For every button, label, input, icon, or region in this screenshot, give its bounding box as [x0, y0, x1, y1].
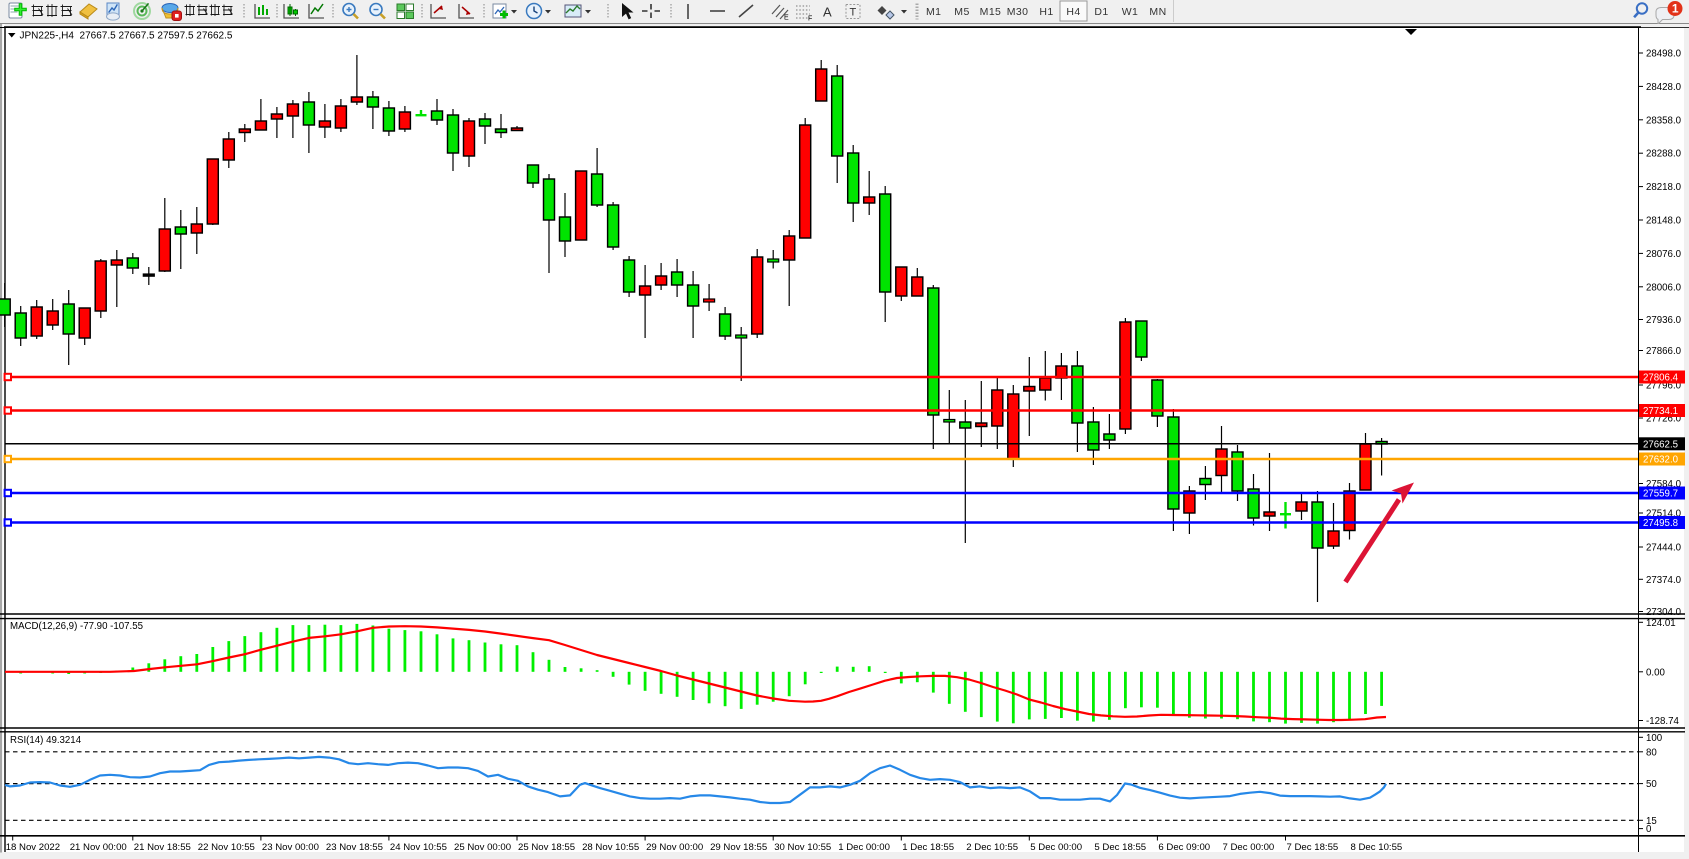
svg-text:27559.7: 27559.7 [1643, 489, 1678, 500]
svg-text:27866.0: 27866.0 [1646, 346, 1682, 357]
svg-text:23 Nov 00:00: 23 Nov 00:00 [262, 842, 319, 853]
svg-text:W1: W1 [1122, 6, 1139, 18]
svg-text:5 Dec 00:00: 5 Dec 00:00 [1030, 842, 1082, 853]
svg-text:RSI(14) 49.3214: RSI(14) 49.3214 [10, 735, 82, 746]
svg-text:27444.0: 27444.0 [1646, 543, 1682, 554]
svg-text:27495.8: 27495.8 [1643, 518, 1678, 529]
svg-text:0.00: 0.00 [1646, 667, 1665, 678]
svg-text:27632.0: 27632.0 [1643, 455, 1679, 466]
svg-text:30 Nov 10:55: 30 Nov 10:55 [774, 842, 831, 853]
svg-text:27726.0: 27726.0 [1646, 414, 1682, 425]
svg-text:8 Dec 10:55: 8 Dec 10:55 [1351, 842, 1403, 853]
svg-text:2 Dec 10:55: 2 Dec 10:55 [966, 842, 1018, 853]
svg-text:28288.0: 28288.0 [1646, 149, 1682, 160]
svg-text:0: 0 [1646, 824, 1652, 835]
svg-text:28 Nov 10:55: 28 Nov 10:55 [582, 842, 639, 853]
svg-text:H1: H1 [1039, 6, 1053, 18]
svg-text:27936.0: 27936.0 [1646, 315, 1682, 326]
svg-text:H4: H4 [1066, 6, 1080, 18]
svg-text:23 Nov 18:55: 23 Nov 18:55 [326, 842, 383, 853]
svg-text:25 Nov 18:55: 25 Nov 18:55 [518, 842, 575, 853]
svg-text:F: F [808, 16, 812, 23]
svg-text:18 Nov 2022: 18 Nov 2022 [6, 842, 60, 853]
svg-text:27584.0: 27584.0 [1646, 479, 1682, 490]
svg-text:28218.0: 28218.0 [1646, 182, 1682, 193]
svg-text:6 Dec 09:00: 6 Dec 09:00 [1158, 842, 1210, 853]
svg-text:A: A [823, 5, 832, 20]
svg-text:M5: M5 [954, 6, 969, 18]
svg-text:27662.5: 27662.5 [1643, 439, 1678, 450]
svg-text:50: 50 [1646, 779, 1657, 790]
svg-text:22 Nov 10:55: 22 Nov 10:55 [198, 842, 255, 853]
svg-text:MACD(12,26,9) -77.90 -107.55: MACD(12,26,9) -77.90 -107.55 [10, 621, 143, 632]
svg-text:MN: MN [1149, 6, 1166, 18]
svg-text:28358.0: 28358.0 [1646, 115, 1682, 126]
svg-text:15: 15 [1646, 816, 1657, 827]
svg-text:7 Dec 18:55: 7 Dec 18:55 [1287, 842, 1339, 853]
svg-text:28076.0: 28076.0 [1646, 249, 1682, 260]
svg-text:124.01: 124.01 [1646, 618, 1676, 629]
svg-text:JPN225-,H4 27667.5 27667.5 27: JPN225-,H4 27667.5 27667.5 27597.5 27662… [20, 31, 233, 42]
svg-text:28148.0: 28148.0 [1646, 216, 1682, 227]
svg-text:27796.0: 27796.0 [1646, 381, 1682, 392]
svg-text:27806.4: 27806.4 [1643, 373, 1679, 384]
svg-text:M1: M1 [926, 6, 941, 18]
svg-text:E: E [784, 15, 789, 22]
svg-text:1: 1 [1672, 2, 1679, 16]
svg-text:1 Dec 18:55: 1 Dec 18:55 [902, 842, 954, 853]
svg-text:T: T [850, 7, 857, 19]
svg-text:21 Nov 00:00: 21 Nov 00:00 [70, 842, 127, 853]
svg-text:100: 100 [1646, 733, 1663, 744]
svg-text:27374.0: 27374.0 [1646, 575, 1682, 586]
svg-text:80: 80 [1646, 747, 1657, 758]
svg-text:27514.0: 27514.0 [1646, 509, 1682, 520]
svg-text:28006.0: 28006.0 [1646, 282, 1682, 293]
svg-text:29 Nov 18:55: 29 Nov 18:55 [710, 842, 767, 853]
svg-text:7 Dec 00:00: 7 Dec 00:00 [1223, 842, 1275, 853]
svg-text:5 Dec 18:55: 5 Dec 18:55 [1094, 842, 1146, 853]
svg-text:27304.0: 27304.0 [1646, 607, 1682, 618]
svg-text:25 Nov 00:00: 25 Nov 00:00 [454, 842, 511, 853]
svg-text:M30: M30 [1007, 6, 1029, 18]
svg-text:28428.0: 28428.0 [1646, 82, 1682, 93]
svg-text:21 Nov 18:55: 21 Nov 18:55 [134, 842, 191, 853]
svg-text:1 Dec 00:00: 1 Dec 00:00 [838, 842, 890, 853]
svg-text:24 Nov 10:55: 24 Nov 10:55 [390, 842, 447, 853]
svg-text:-128.74: -128.74 [1646, 716, 1679, 727]
svg-text:M15: M15 [980, 6, 1002, 18]
svg-text:29 Nov 00:00: 29 Nov 00:00 [646, 842, 703, 853]
svg-text:D1: D1 [1094, 6, 1108, 18]
svg-text:27734.1: 27734.1 [1643, 406, 1678, 417]
svg-text:28498.0: 28498.0 [1646, 49, 1682, 60]
